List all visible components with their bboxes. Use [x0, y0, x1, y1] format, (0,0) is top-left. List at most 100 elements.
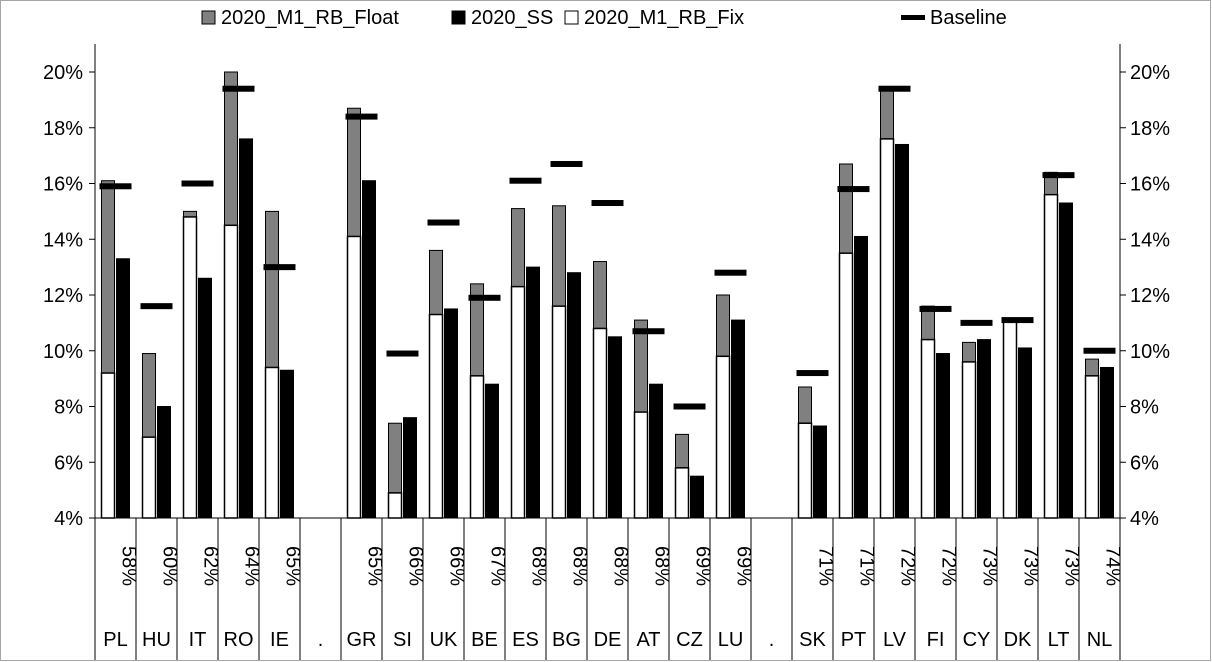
bar-float-SK: [798, 386, 812, 424]
bar-ss-DE: [608, 336, 622, 519]
bar-fix-CZ: [674, 467, 690, 519]
bar-float-CY: [962, 341, 976, 363]
y-tick-label-left: 16%: [43, 174, 83, 196]
bar-fix-LU: [715, 355, 731, 519]
country-label: PL: [103, 629, 127, 651]
country-label: HU: [142, 629, 171, 651]
y-tick-label-right: 18%: [1130, 118, 1170, 140]
bar-float-DE: [593, 261, 607, 329]
share-label: 60%: [159, 546, 181, 586]
y-tick-label-left: 10%: [43, 341, 83, 363]
y-tick-label-left: 4%: [54, 508, 83, 530]
baseline-marker-DE: [591, 200, 624, 207]
y-tick-label-right: 12%: [1130, 285, 1170, 307]
bar-ss-LV: [895, 143, 909, 519]
country-label: AT: [636, 629, 660, 651]
bar-fix-PT: [838, 252, 854, 519]
bar-float-CZ: [675, 433, 689, 469]
country-label: IE: [270, 629, 289, 651]
bar-ss-AT: [649, 383, 663, 519]
bar-ss-UK: [444, 308, 458, 519]
bar-ss-GR: [362, 180, 376, 519]
y-tick-label-right: 4%: [1130, 508, 1159, 530]
bar-fix-AT: [633, 411, 649, 519]
bar-float-NL: [1085, 358, 1099, 377]
baseline-marker-SI: [386, 350, 419, 357]
country-label: SI: [393, 629, 412, 651]
share-label: 67%: [487, 546, 509, 586]
bar-float-ES: [511, 208, 525, 288]
country-label: CY: [963, 629, 991, 651]
y-tick-label-left: 6%: [54, 452, 83, 474]
share-label: 68%: [569, 546, 591, 586]
country-label: .: [769, 629, 775, 651]
bar-ss-DK: [1018, 347, 1032, 519]
bar-float-PL: [101, 180, 115, 374]
bar-fix-LV: [879, 138, 895, 519]
bar-float-IE: [265, 210, 279, 368]
country-label: DK: [1004, 629, 1032, 651]
bar-ss-CZ: [690, 475, 704, 519]
bar-fix-CY: [961, 361, 977, 519]
bar-ss-PT: [854, 235, 868, 519]
y-tick-label-left: 20%: [43, 62, 83, 84]
bar-ss-CY: [977, 339, 991, 519]
bar-fix-LT: [1043, 193, 1059, 519]
baseline-marker-PL: [99, 183, 132, 190]
legend-label-baseline: Baseline: [930, 7, 1007, 29]
country-label: .: [318, 629, 324, 651]
share-label: 58%: [118, 546, 140, 586]
country-label: RO: [224, 629, 254, 651]
country-label: LU: [718, 629, 744, 651]
baseline-marker-AT: [632, 328, 665, 335]
baseline-marker-RO: [222, 85, 255, 92]
legend-label-fix: 2020_M1_RB_Fix: [584, 7, 744, 29]
y-tick-label-right: 6%: [1130, 452, 1159, 474]
baseline-marker-LU: [714, 269, 747, 276]
bar-fix-DK: [1002, 319, 1018, 519]
bar-ss-BG: [567, 272, 581, 519]
bar-ss-ES: [526, 266, 540, 519]
bar-fix-IE: [264, 366, 280, 519]
bar-float-IT: [183, 210, 197, 218]
country-label: IT: [189, 629, 207, 651]
baseline-marker-BE: [468, 294, 501, 301]
share-label: 68%: [610, 546, 632, 586]
baseline-marker-CZ: [673, 403, 706, 410]
bar-ss-IE: [280, 369, 294, 519]
baseline-marker-GR: [345, 113, 378, 120]
country-label: NL: [1087, 629, 1113, 651]
share-label: 68%: [528, 546, 550, 586]
legend-marker-baseline: [901, 15, 925, 20]
share-label: 74%: [1102, 546, 1124, 586]
share-label: 65%: [364, 546, 386, 586]
bar-ss-LT: [1059, 202, 1073, 519]
y-tick-label-right: 16%: [1130, 174, 1170, 196]
country-label: LT: [1048, 629, 1070, 651]
y-tick-label-left: 18%: [43, 118, 83, 140]
bar-float-BG: [552, 205, 566, 307]
bar-fix-BG: [551, 305, 567, 519]
bar-fix-DE: [592, 327, 608, 519]
bar-float-HU: [142, 353, 156, 438]
share-label: 66%: [446, 546, 468, 586]
bar-fix-FI: [920, 338, 936, 519]
bar-ss-IT: [198, 277, 212, 519]
y-tick-label-right: 20%: [1130, 62, 1170, 84]
bar-ss-SK: [813, 425, 827, 519]
bar-fix-PL: [100, 372, 116, 519]
share-label: 73%: [979, 546, 1001, 586]
y-tick-label-right: 10%: [1130, 341, 1170, 363]
x-axis-labels: 58% PL 60% HU 62% IT 64% RO 65% IE . 65% GR 66% SI 66% U…: [103, 518, 1124, 660]
legend-label-float: 2020_M1_RB_Float: [221, 7, 399, 29]
y-tick-label-left: 14%: [43, 229, 83, 251]
bar-fix-HU: [141, 436, 157, 519]
bar-float-SI: [388, 422, 402, 494]
bar-fix-IT: [182, 216, 198, 519]
country-label: DE: [594, 629, 622, 651]
bar-fix-RO: [223, 224, 239, 519]
country-label: CZ: [676, 629, 703, 651]
baseline-marker-PT: [837, 186, 870, 193]
y-tick-label-right: 8%: [1130, 397, 1159, 419]
